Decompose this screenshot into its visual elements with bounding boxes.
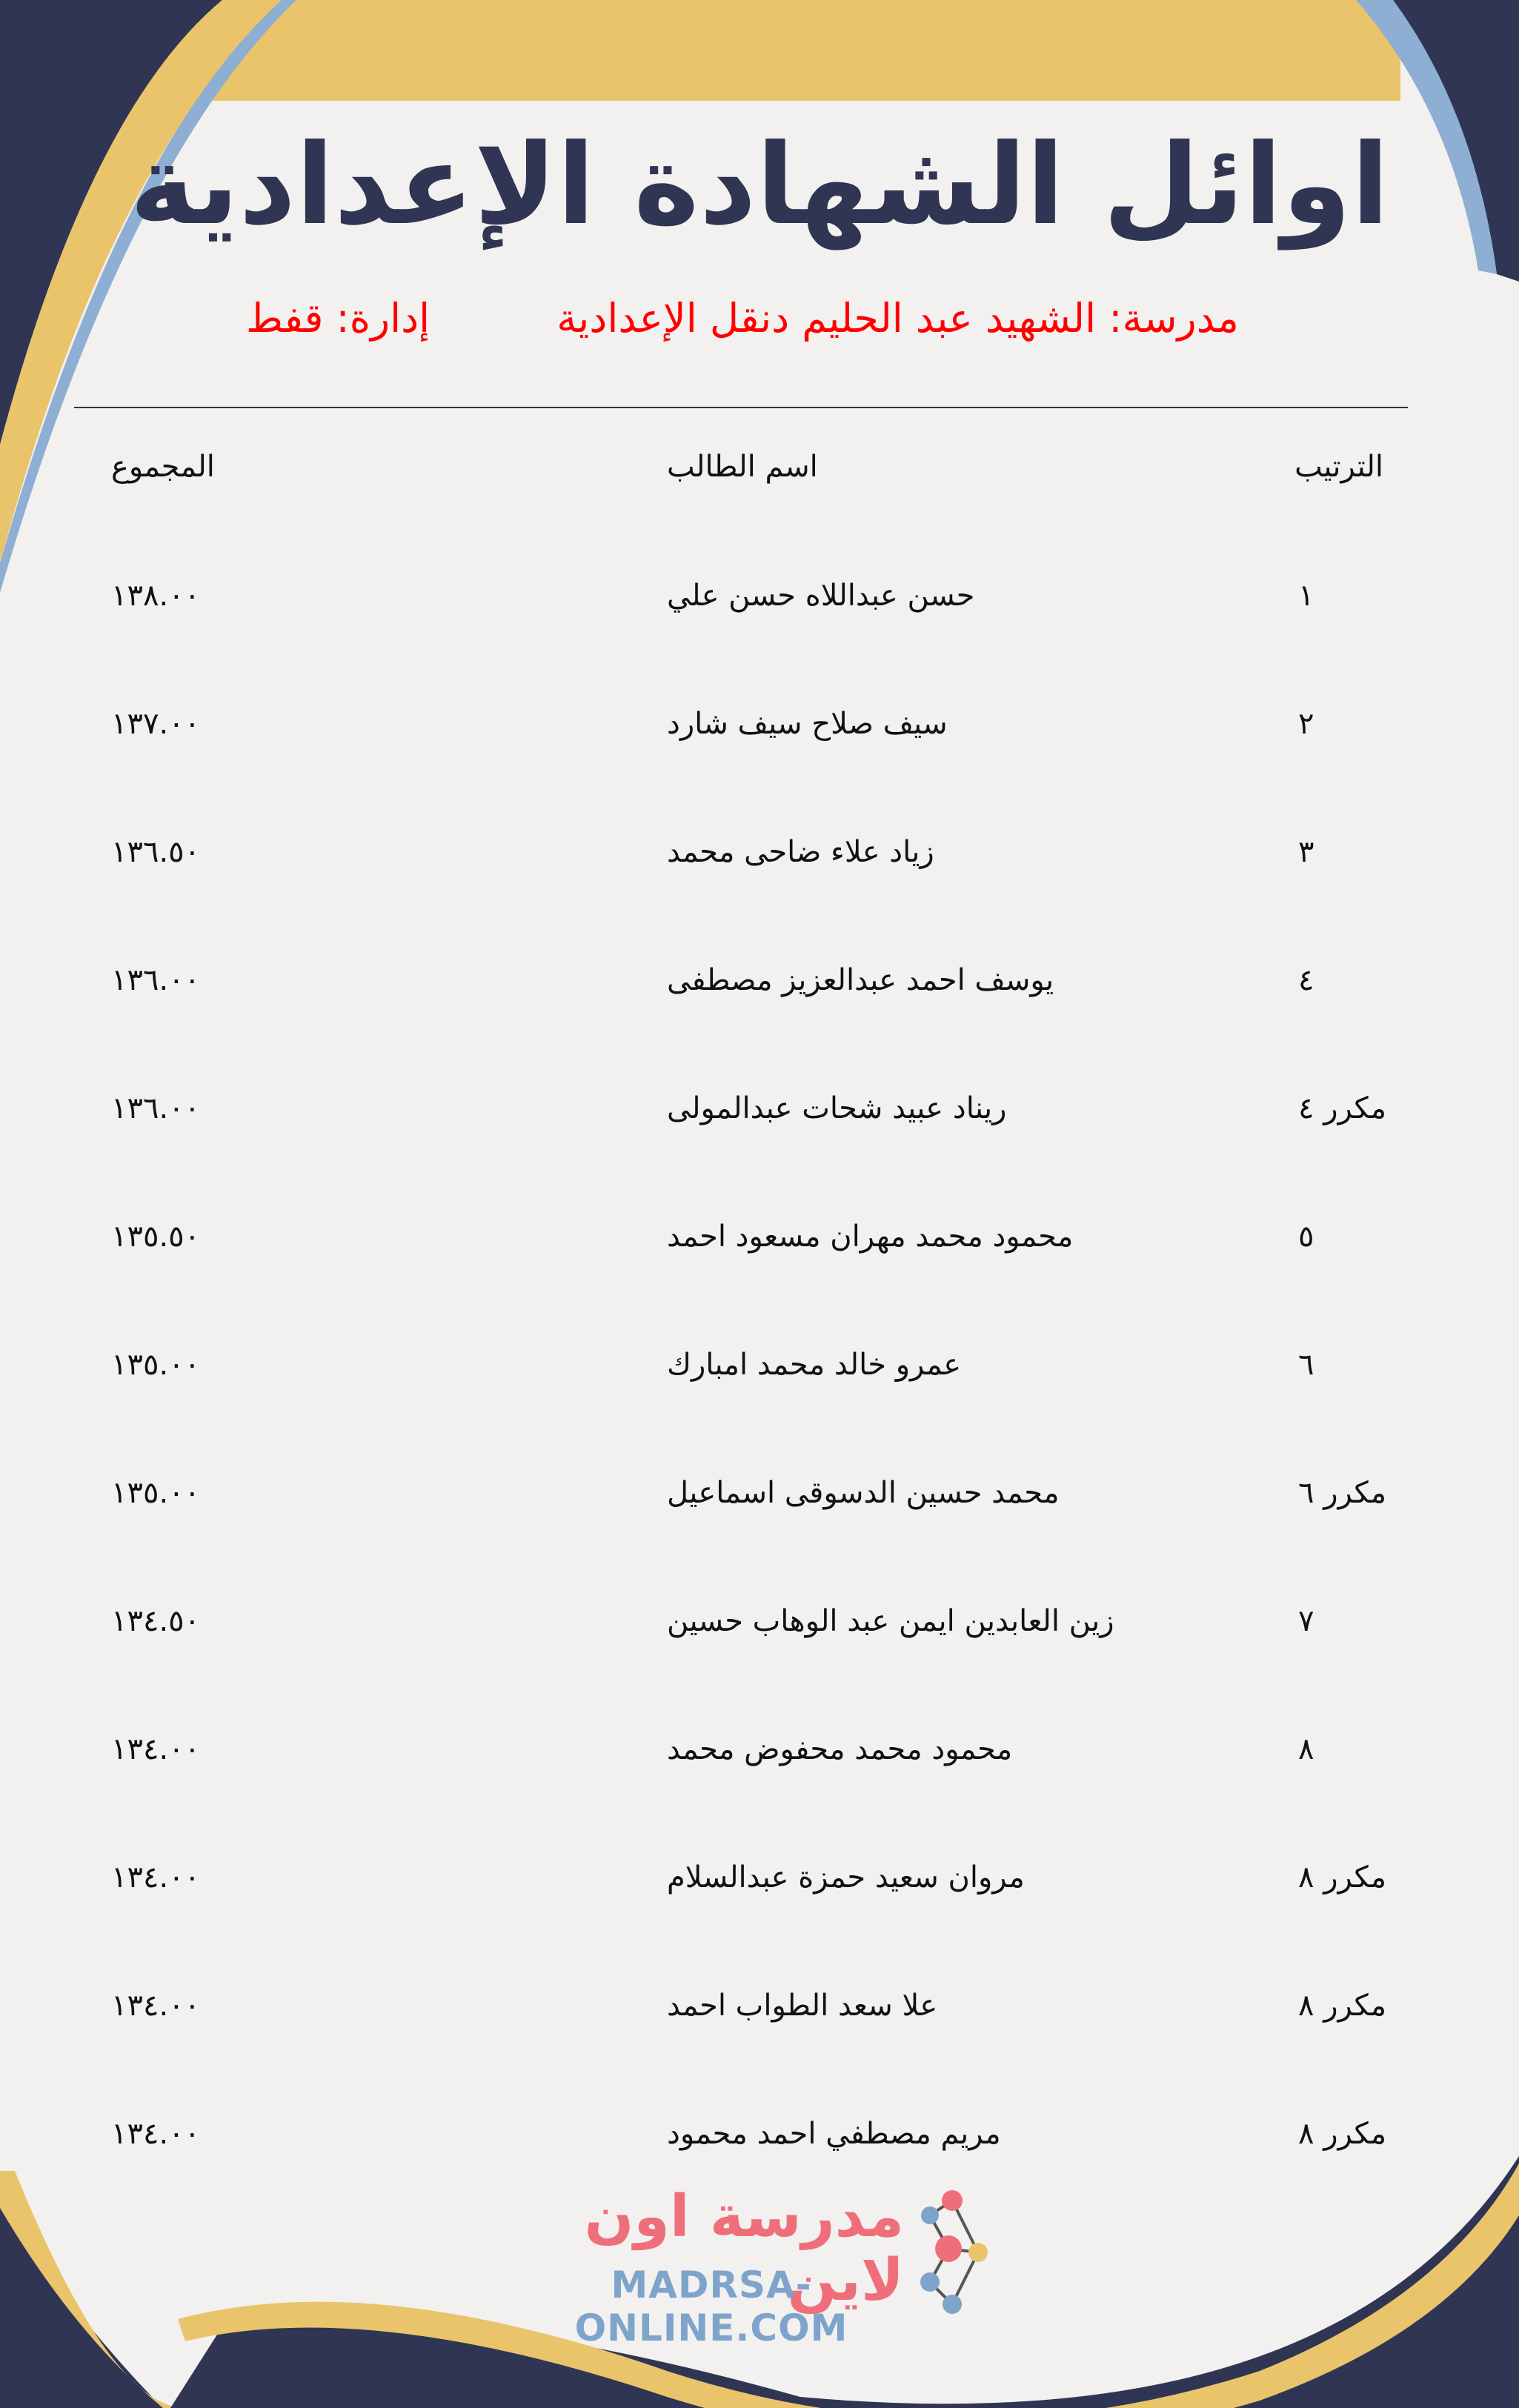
site-logo: مدرسة اون لاين MADRSA-ONLINE.COM bbox=[519, 2184, 1008, 2349]
top-right-blue-line bbox=[1356, 0, 1497, 274]
cell-name: علا سعد الطواب احمد bbox=[667, 1989, 938, 2023]
cell-total: ١٣٦.٥٠ bbox=[111, 835, 201, 869]
cell-name: حسن عبداللاه حسن علي bbox=[667, 579, 975, 613]
cell-total: ١٣٤.٠٠ bbox=[111, 1989, 201, 2023]
cell-name: يوسف احمد عبدالعزيز مصطفى bbox=[667, 963, 1054, 997]
top-left-gold bbox=[0, 0, 289, 563]
top-right-navy bbox=[1393, 0, 1519, 282]
cell-total: ١٣٧.٠٠ bbox=[111, 707, 201, 741]
molecule-icon bbox=[920, 2190, 988, 2314]
cell-name: ريناد عبيد شحات عبدالمولى bbox=[667, 1091, 1007, 1125]
page-title: اوائل الشهادة الإعدادية bbox=[130, 121, 1389, 250]
administration-name: إدارة: قفط bbox=[246, 295, 431, 342]
cell-rank: ١ bbox=[1298, 579, 1314, 613]
cell-name: مريم مصطفي احمد محمود bbox=[667, 2117, 1001, 2151]
cell-name: زياد علاء ضاحى محمد bbox=[667, 835, 934, 869]
cell-rank: ٥ bbox=[1298, 1220, 1314, 1254]
cell-name: سيف صلاح سيف شارد bbox=[667, 707, 948, 741]
cell-rank: ٣ bbox=[1298, 835, 1314, 869]
cell-total: ١٣٤.٥٠ bbox=[111, 1604, 201, 1638]
bottom-left-navy bbox=[0, 2208, 163, 2408]
cell-total: ١٣٦.٠٠ bbox=[111, 1091, 201, 1125]
cell-total: ١٣٤.٠٠ bbox=[111, 1732, 201, 1766]
cell-rank: ٧ bbox=[1298, 1604, 1314, 1638]
cell-rank: ٨ bbox=[1298, 1732, 1314, 1766]
cell-rank: مكرر ٨ bbox=[1298, 2117, 1387, 2151]
cell-total: ١٣٦.٠٠ bbox=[111, 963, 201, 997]
logo-arabic-text: مدرسة اون لاين bbox=[584, 2184, 904, 2314]
cell-total: ١٣٥.٥٠ bbox=[111, 1220, 201, 1254]
cell-total: ١٣٤.٠٠ bbox=[111, 2117, 201, 2151]
cell-name: محمود محمد مهران مسعود احمد bbox=[667, 1220, 1074, 1254]
cell-rank: مكرر ٦ bbox=[1298, 1476, 1387, 1510]
bottom-gold-wave bbox=[178, 2163, 1519, 2408]
cell-total: ١٣٨.٠٠ bbox=[111, 579, 201, 613]
cell-total: ١٣٥.٠٠ bbox=[111, 1476, 201, 1510]
cell-rank: ٦ bbox=[1298, 1348, 1314, 1382]
cell-rank: ٤ bbox=[1298, 963, 1314, 997]
column-header-name: اسم الطالب bbox=[667, 450, 818, 484]
cell-name: محمود محمد محفوض محمد bbox=[667, 1732, 1013, 1766]
bottom-left-gold-line bbox=[0, 2171, 185, 2408]
divider bbox=[74, 407, 1408, 408]
cell-name: زين العابدين ايمن عبد الوهاب حسين bbox=[667, 1604, 1114, 1638]
cell-name: مروان سعيد حمزة عبدالسلام bbox=[667, 1860, 1025, 1895]
cell-total: ١٣٤.٠٠ bbox=[111, 1860, 201, 1895]
top-gold-band bbox=[141, 0, 1400, 101]
column-header-rank: الترتيب bbox=[1294, 450, 1383, 484]
cell-name: محمد حسين الدسوقى اسماعيل bbox=[667, 1476, 1060, 1510]
column-header-total: المجموع bbox=[111, 450, 215, 484]
cell-rank: ٢ bbox=[1298, 707, 1314, 741]
cell-rank: مكرر ٤ bbox=[1298, 1091, 1387, 1125]
school-name: مدرسة: الشهيد عبد الحليم دنقل الإعدادية bbox=[556, 295, 1239, 342]
cell-rank: مكرر ٨ bbox=[1298, 1989, 1387, 2023]
cell-name: عمرو خالد محمد امبارك bbox=[667, 1348, 962, 1382]
cell-rank: مكرر ٨ bbox=[1298, 1860, 1387, 1895]
logo-latin-text: MADRSA-ONLINE.COM bbox=[574, 2264, 848, 2349]
top-left-navy bbox=[0, 0, 222, 445]
cell-total: ١٣٥.٠٠ bbox=[111, 1348, 201, 1382]
